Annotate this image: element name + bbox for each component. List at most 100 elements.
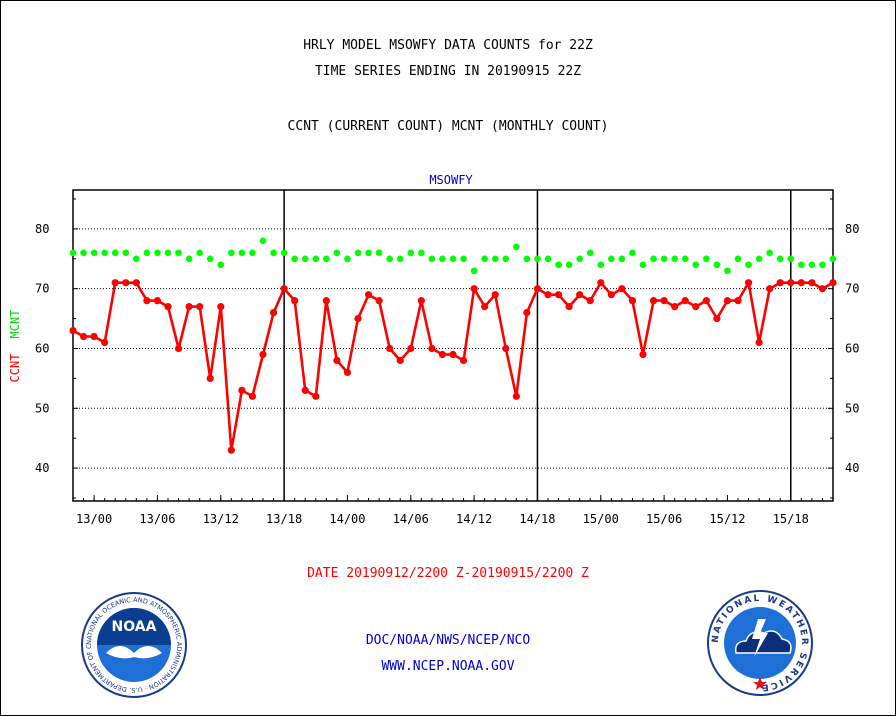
grid-lines <box>73 190 833 501</box>
mcnt-point <box>671 255 678 263</box>
mcnt-point <box>766 249 773 257</box>
mcnt-point <box>776 255 784 263</box>
mcnt-point <box>681 255 689 263</box>
mcnt-point <box>396 255 404 263</box>
mcnt-point <box>724 267 731 275</box>
mcnt-point <box>280 249 288 257</box>
ccnt-point <box>269 309 278 317</box>
axes: 40 40 50 50 60 60 70 70 80 80 13/00 13/06 13/12 13/18… <box>35 189 859 526</box>
series-layer <box>69 237 837 454</box>
ccnt-point <box>544 291 552 299</box>
nws-logo: NATIONAL WEATHER SERVICE <box>707 590 813 696</box>
mcnt-point <box>629 249 636 257</box>
x-tick-label: 13/18 <box>266 512 302 526</box>
mcnt-point <box>544 255 552 263</box>
x-tick-label: 14/12 <box>456 512 492 526</box>
mcnt-point <box>555 261 562 269</box>
y-tick-label-right: 50 <box>845 401 859 415</box>
mcnt-point <box>154 249 161 257</box>
ccnt-point <box>776 279 784 287</box>
mcnt-point <box>755 255 763 263</box>
ccnt-point <box>755 338 763 347</box>
mcnt-point <box>354 249 362 257</box>
ccnt-point <box>375 297 383 305</box>
mcnt-point <box>418 249 425 257</box>
y-tick-label-left: 60 <box>35 341 49 355</box>
mcnt-point <box>703 255 710 263</box>
mcnt-point <box>650 255 657 263</box>
mcnt-point <box>185 255 193 263</box>
mcnt-point <box>576 255 583 263</box>
mcnt-point <box>565 261 573 269</box>
x-tick-label: 13/06 <box>139 512 175 526</box>
ccnt-point <box>164 303 172 311</box>
ccnt-point <box>217 303 225 311</box>
ccnt-point <box>713 314 721 323</box>
ccnt-point <box>734 297 742 305</box>
ccnt-point <box>744 279 753 287</box>
x-tick-label: 14/18 <box>519 512 555 526</box>
mcnt-point <box>787 255 795 263</box>
y-tick-label-right: 40 <box>845 461 859 475</box>
ccnt-point <box>491 291 499 299</box>
ccnt-point <box>312 392 320 400</box>
ccnt-point <box>481 303 489 311</box>
ccnt-point <box>681 297 689 305</box>
ccnt-point <box>628 297 637 305</box>
ccnt-point <box>291 297 299 305</box>
mcnt-point <box>122 249 130 257</box>
chart-title-line1: HRLY MODEL MSOWFY DATA COUNTS for 22Z <box>303 38 593 53</box>
ccnt-point <box>586 297 594 305</box>
ccnt-point <box>597 279 605 287</box>
mcnt-point <box>323 255 330 263</box>
ccnt-point <box>523 309 531 317</box>
ccnt-point <box>818 285 827 293</box>
ccnt-point <box>132 279 140 287</box>
ccnt-point <box>723 297 732 305</box>
mcnt-point <box>407 249 415 257</box>
ccnt-point <box>502 344 510 353</box>
ccnt-point <box>428 344 436 353</box>
y-tick-label-left: 50 <box>35 401 49 415</box>
mcnt-point <box>586 249 594 257</box>
ccnt-point <box>364 291 373 299</box>
mcnt-point <box>513 243 520 251</box>
mcnt-point <box>481 255 488 263</box>
ccnt-point <box>343 368 352 377</box>
ccnt-point <box>787 279 795 287</box>
ccnt-point <box>333 356 341 365</box>
mcnt-point <box>206 255 214 263</box>
ccnt-point <box>459 356 468 365</box>
ccnt-point <box>639 350 647 359</box>
ccnt-point <box>565 303 573 311</box>
mcnt-point <box>460 255 467 263</box>
mcnt-point <box>344 255 351 263</box>
mcnt-point <box>375 249 383 257</box>
org-label: DOC/NOAA/NWS/NCEP/NCO <box>365 633 531 648</box>
mcnt-point <box>618 255 626 263</box>
mcnt-point <box>734 255 742 263</box>
mcnt-point <box>470 267 478 275</box>
mcnt-point <box>143 249 151 257</box>
x-tick-label: 13/00 <box>76 512 112 526</box>
mcnt-point <box>713 261 721 269</box>
mcnt-point <box>745 261 752 269</box>
ccnt-point <box>618 285 626 293</box>
ccnt-point <box>576 291 584 299</box>
ccnt-point <box>671 303 679 311</box>
ccnt-point <box>248 392 257 400</box>
ccnt-point <box>607 291 615 299</box>
x-tick-label: 14/00 <box>329 512 365 526</box>
plot-frame <box>72 189 834 502</box>
mcnt-point <box>808 261 816 269</box>
mcnt-point <box>90 249 98 257</box>
ccnt-point <box>692 303 700 311</box>
mcnt-point <box>238 249 246 257</box>
ccnt-point <box>829 279 837 287</box>
ccnt-point <box>322 297 330 305</box>
ccnt-point <box>554 291 563 299</box>
mcnt-point <box>259 237 267 245</box>
mcnt-point <box>270 249 277 257</box>
